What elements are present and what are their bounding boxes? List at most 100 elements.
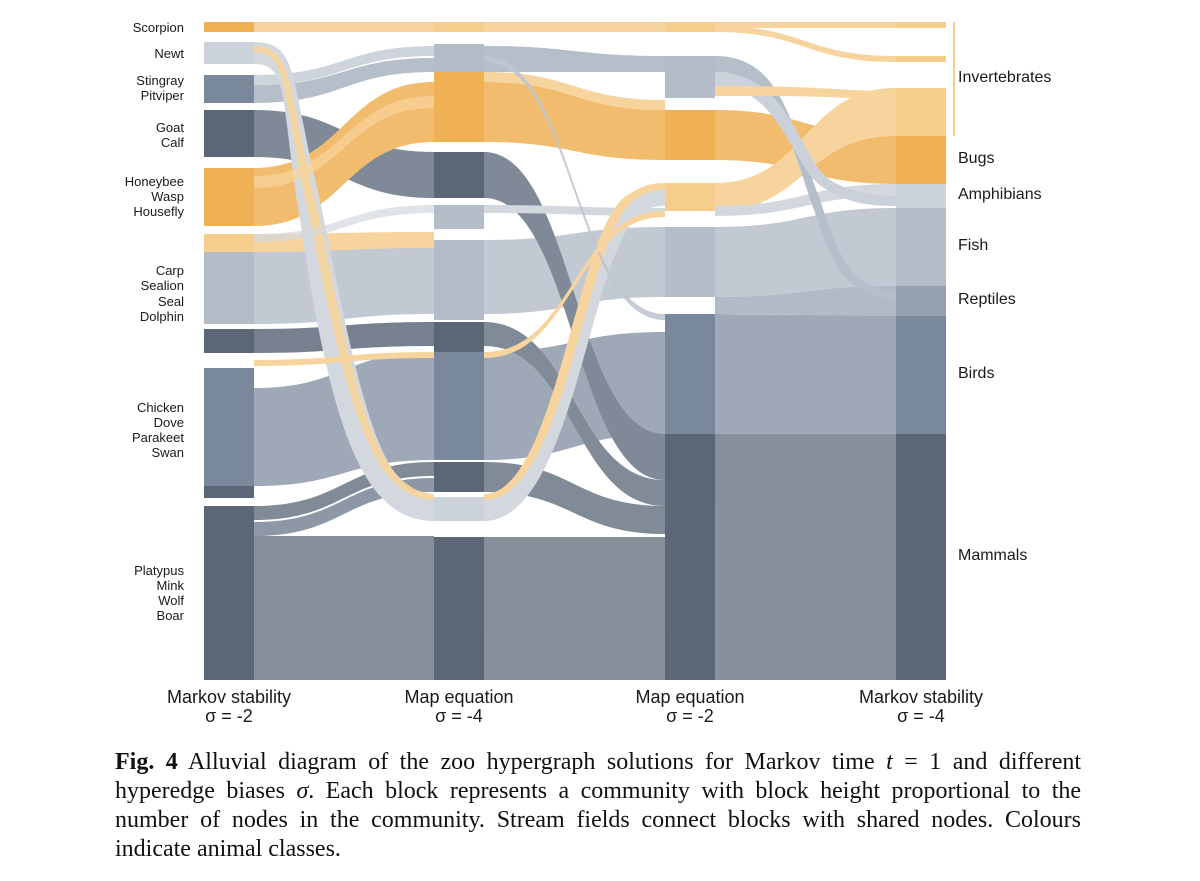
block-c2-lightloop <box>434 497 484 521</box>
stream-orange-light-2-3 <box>484 72 665 110</box>
stream-grey-loop-3-4 <box>715 56 896 300</box>
stream-scorpion-1-2 <box>254 22 434 32</box>
left-labels: Scorpion Newt Stingray Pitviper Goat Cal… <box>125 20 185 623</box>
block-c3-orange-tail <box>665 183 715 211</box>
block-c2-bugs <box>434 72 484 142</box>
stream-mammals-1-2 <box>254 536 434 680</box>
caption-var-sigma: σ <box>296 778 309 804</box>
block-stingray-pitviper <box>204 75 254 103</box>
caption-text-3: . Each block represents a community with… <box>115 778 1082 862</box>
block-mammal-mid-left <box>204 329 254 353</box>
column-4-blocks <box>896 22 946 680</box>
label-parakeet: Parakeet <box>132 430 184 445</box>
block-goat-calf <box>204 110 254 157</box>
stream-fish-1-2 <box>254 240 434 324</box>
column-2-name: Map equation <box>404 687 513 707</box>
label-honeybee: Honeybee <box>125 174 184 189</box>
label-chicken: Chicken <box>137 400 184 415</box>
block-c2-fish <box>434 240 484 320</box>
block-c2-light <box>434 205 484 229</box>
label-dolphin: Dolphin <box>140 309 184 324</box>
stream-orange-mid-2-3 <box>484 211 665 358</box>
column-2-sigma: σ = -4 <box>435 706 483 726</box>
block-c2-birds <box>434 352 484 460</box>
block-c2-top-orange <box>434 22 484 32</box>
column-3-sigma: σ = -2 <box>666 706 714 726</box>
label-fish: Fish <box>958 237 988 254</box>
block-c4-mammals <box>896 434 946 680</box>
label-invertebrates: Invertebrates <box>958 69 1051 86</box>
stream-newt-up-1-2 <box>254 46 434 85</box>
label-stingray: Stingray <box>136 73 184 88</box>
streams-2-3 <box>484 22 665 680</box>
column-1-blocks <box>204 22 254 680</box>
label-wolf: Wolf <box>158 593 184 608</box>
block-c4-top <box>896 22 946 28</box>
streams-3-4 <box>715 22 896 680</box>
block-newt <box>204 42 254 64</box>
label-seal: Seal <box>158 294 184 309</box>
block-c4-bugs <box>896 136 946 184</box>
stream-grey-cross-2-3 <box>484 56 665 320</box>
stream-scorpion-2-3 <box>484 22 665 32</box>
label-reptiles: Reptiles <box>958 291 1016 308</box>
stream-grey-loop2-3-4 <box>715 72 896 206</box>
block-bugs-left <box>204 168 254 226</box>
stream-bugs-2-3 <box>484 82 665 160</box>
label-mammals: Mammals <box>958 547 1027 564</box>
block-carp-group <box>204 234 254 252</box>
label-goat: Goat <box>156 120 185 135</box>
block-c4-fish <box>896 208 946 286</box>
label-carp: Carp <box>156 263 184 278</box>
column-2-blocks <box>434 22 484 680</box>
block-mammals-left <box>204 506 254 680</box>
block-c3-fish <box>665 227 715 297</box>
block-c2-goat <box>434 152 484 198</box>
stream-newt-loop-2-3 <box>484 190 665 521</box>
column-3-name: Map equation <box>635 687 744 707</box>
block-c4-reptiles <box>896 286 946 316</box>
stream-scorpion-3-4 <box>715 22 896 28</box>
column-4-sigma: σ = -4 <box>897 706 945 726</box>
label-newt: Newt <box>154 46 184 61</box>
caption-text-1: Alluvial diagram of the zoo hypergraph s… <box>187 749 875 775</box>
block-c4-amphibians <box>896 184 946 208</box>
column-3-blocks <box>665 22 715 680</box>
alluvial-diagram: Scorpion Newt Stingray Pitviper Goat Cal… <box>125 20 1052 726</box>
stream-orange-loop-1-2 <box>254 46 434 500</box>
block-c2-mid <box>434 322 484 352</box>
stream-orange-loop-2-3 <box>484 183 665 500</box>
stream-orange-cross-1-2 <box>254 96 434 188</box>
stream-goat-2-3 <box>484 152 665 480</box>
block-c3-mammals <box>665 434 715 680</box>
column-4-name: Markov stability <box>859 687 983 707</box>
block-fish-left <box>204 252 254 324</box>
label-pitviper: Pitviper <box>141 88 185 103</box>
stream-orange-top2-3-4 <box>715 26 896 62</box>
label-platypus: Platypus <box>134 563 184 578</box>
label-sealion: Sealion <box>141 278 184 293</box>
label-housefly: Housefly <box>133 204 184 219</box>
label-birds: Birds <box>958 365 994 382</box>
block-c4-invertebrates <box>896 88 946 136</box>
stream-birds-3-4 <box>715 314 896 434</box>
label-scorpion: Scorpion <box>133 20 184 35</box>
block-c3-bugs <box>665 110 715 160</box>
block-c2-dark <box>434 462 484 492</box>
stream-mammals-3-4 <box>715 434 896 680</box>
block-mammal-sliver-left <box>204 486 254 498</box>
block-birds-left <box>204 368 254 486</box>
figure-caption: Fig. 4 Alluvial diagram of the zoo hyper… <box>115 748 1081 864</box>
block-c4-birds <box>896 316 946 434</box>
block-c3-top <box>665 22 715 32</box>
label-dove: Dove <box>154 415 184 430</box>
column-blocks <box>204 22 946 680</box>
stream-light-cross-1-2 <box>254 205 434 242</box>
stream-mammals-2-3 <box>484 537 665 680</box>
label-bugs: Bugs <box>958 150 994 167</box>
label-swan: Swan <box>151 445 184 460</box>
block-c3-birds <box>665 314 715 434</box>
block-c2-mammals <box>434 537 484 680</box>
stream-orange-top-3-4 <box>715 86 896 100</box>
label-amphibians: Amphibians <box>958 186 1042 203</box>
